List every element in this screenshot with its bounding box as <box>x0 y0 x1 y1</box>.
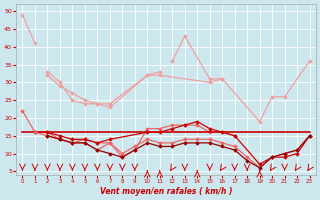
X-axis label: Vent moyen/en rafales ( km/h ): Vent moyen/en rafales ( km/h ) <box>100 187 232 196</box>
